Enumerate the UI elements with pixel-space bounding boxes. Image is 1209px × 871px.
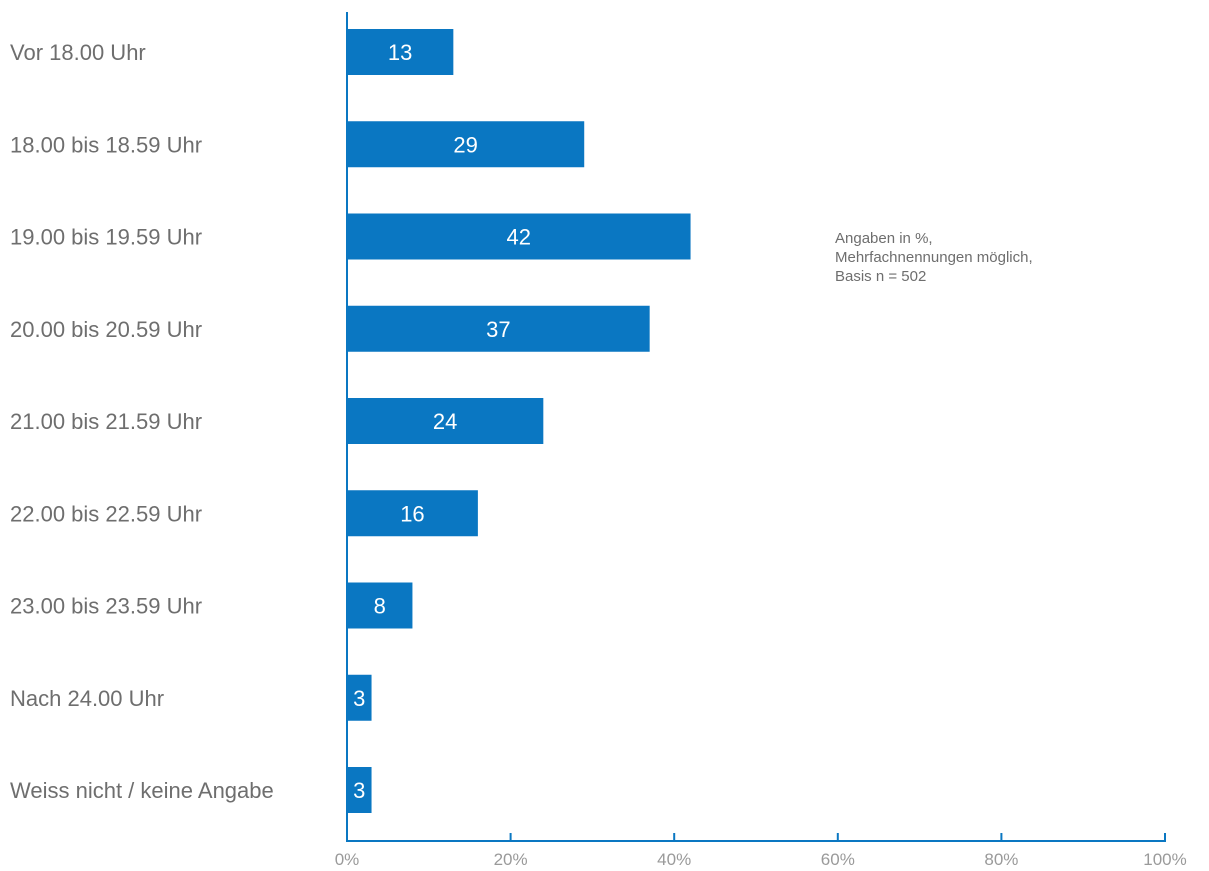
bar [347, 121, 585, 168]
bar [347, 490, 478, 537]
chart-note: Angaben in %, Mehrfachnennungen möglich,… [835, 229, 1033, 286]
category-label: 23.00 bis 23.59 Uhr [10, 594, 202, 619]
x-tick-label: 40% [657, 850, 691, 869]
bar [347, 29, 454, 75]
x-tick-label: 20% [494, 850, 528, 869]
bar-value-label: 8 [374, 594, 386, 619]
category-label: 20.00 bis 20.59 Uhr [10, 317, 202, 342]
note-line-1: Angaben in %, [835, 230, 933, 247]
category-label: Vor 18.00 Uhr [10, 40, 146, 65]
category-label: 18.00 bis 18.59 Uhr [10, 132, 202, 157]
bar-value-label: 37 [486, 317, 510, 342]
bar [347, 213, 691, 260]
bar [347, 674, 372, 721]
category-label: 19.00 bis 19.59 Uhr [10, 225, 202, 250]
bar [347, 582, 413, 629]
bar-value-label: 3 [353, 778, 365, 803]
note-line-2: Mehrfachnennungen möglich, [835, 249, 1033, 266]
x-tick-label: 60% [821, 850, 855, 869]
bar-value-label: 42 [507, 225, 531, 250]
category-labels: Vor 18.00 Uhr 18.00 bis 18.59 Uhr 19.00 bi… [10, 40, 274, 803]
bar-value-label: 13 [388, 40, 412, 65]
bars-group: 13 29 42 37 24 16 8 3 3 [347, 29, 691, 813]
bar [347, 767, 372, 813]
category-label: 22.00 bis 22.59 Uhr [10, 501, 202, 526]
x-tick-label: 100% [1143, 850, 1186, 869]
note-line-3: Basis n = 502 [835, 268, 927, 285]
bar-value-label: 29 [453, 132, 477, 157]
bar-value-label: 16 [400, 501, 424, 526]
category-label: 21.00 bis 21.59 Uhr [10, 409, 202, 434]
bar-value-label: 24 [433, 409, 457, 434]
x-tick-label: 80% [984, 850, 1018, 869]
x-tick-label: 0% [335, 850, 360, 869]
category-label: Weiss nicht / keine Angabe [10, 778, 274, 803]
bar-value-label: 3 [353, 686, 365, 711]
bar [347, 398, 544, 444]
bar [347, 305, 650, 352]
category-label: Nach 24.00 Uhr [10, 686, 164, 711]
axes-group: 0% 20% 40% 60% 80% 100% [335, 12, 1187, 869]
